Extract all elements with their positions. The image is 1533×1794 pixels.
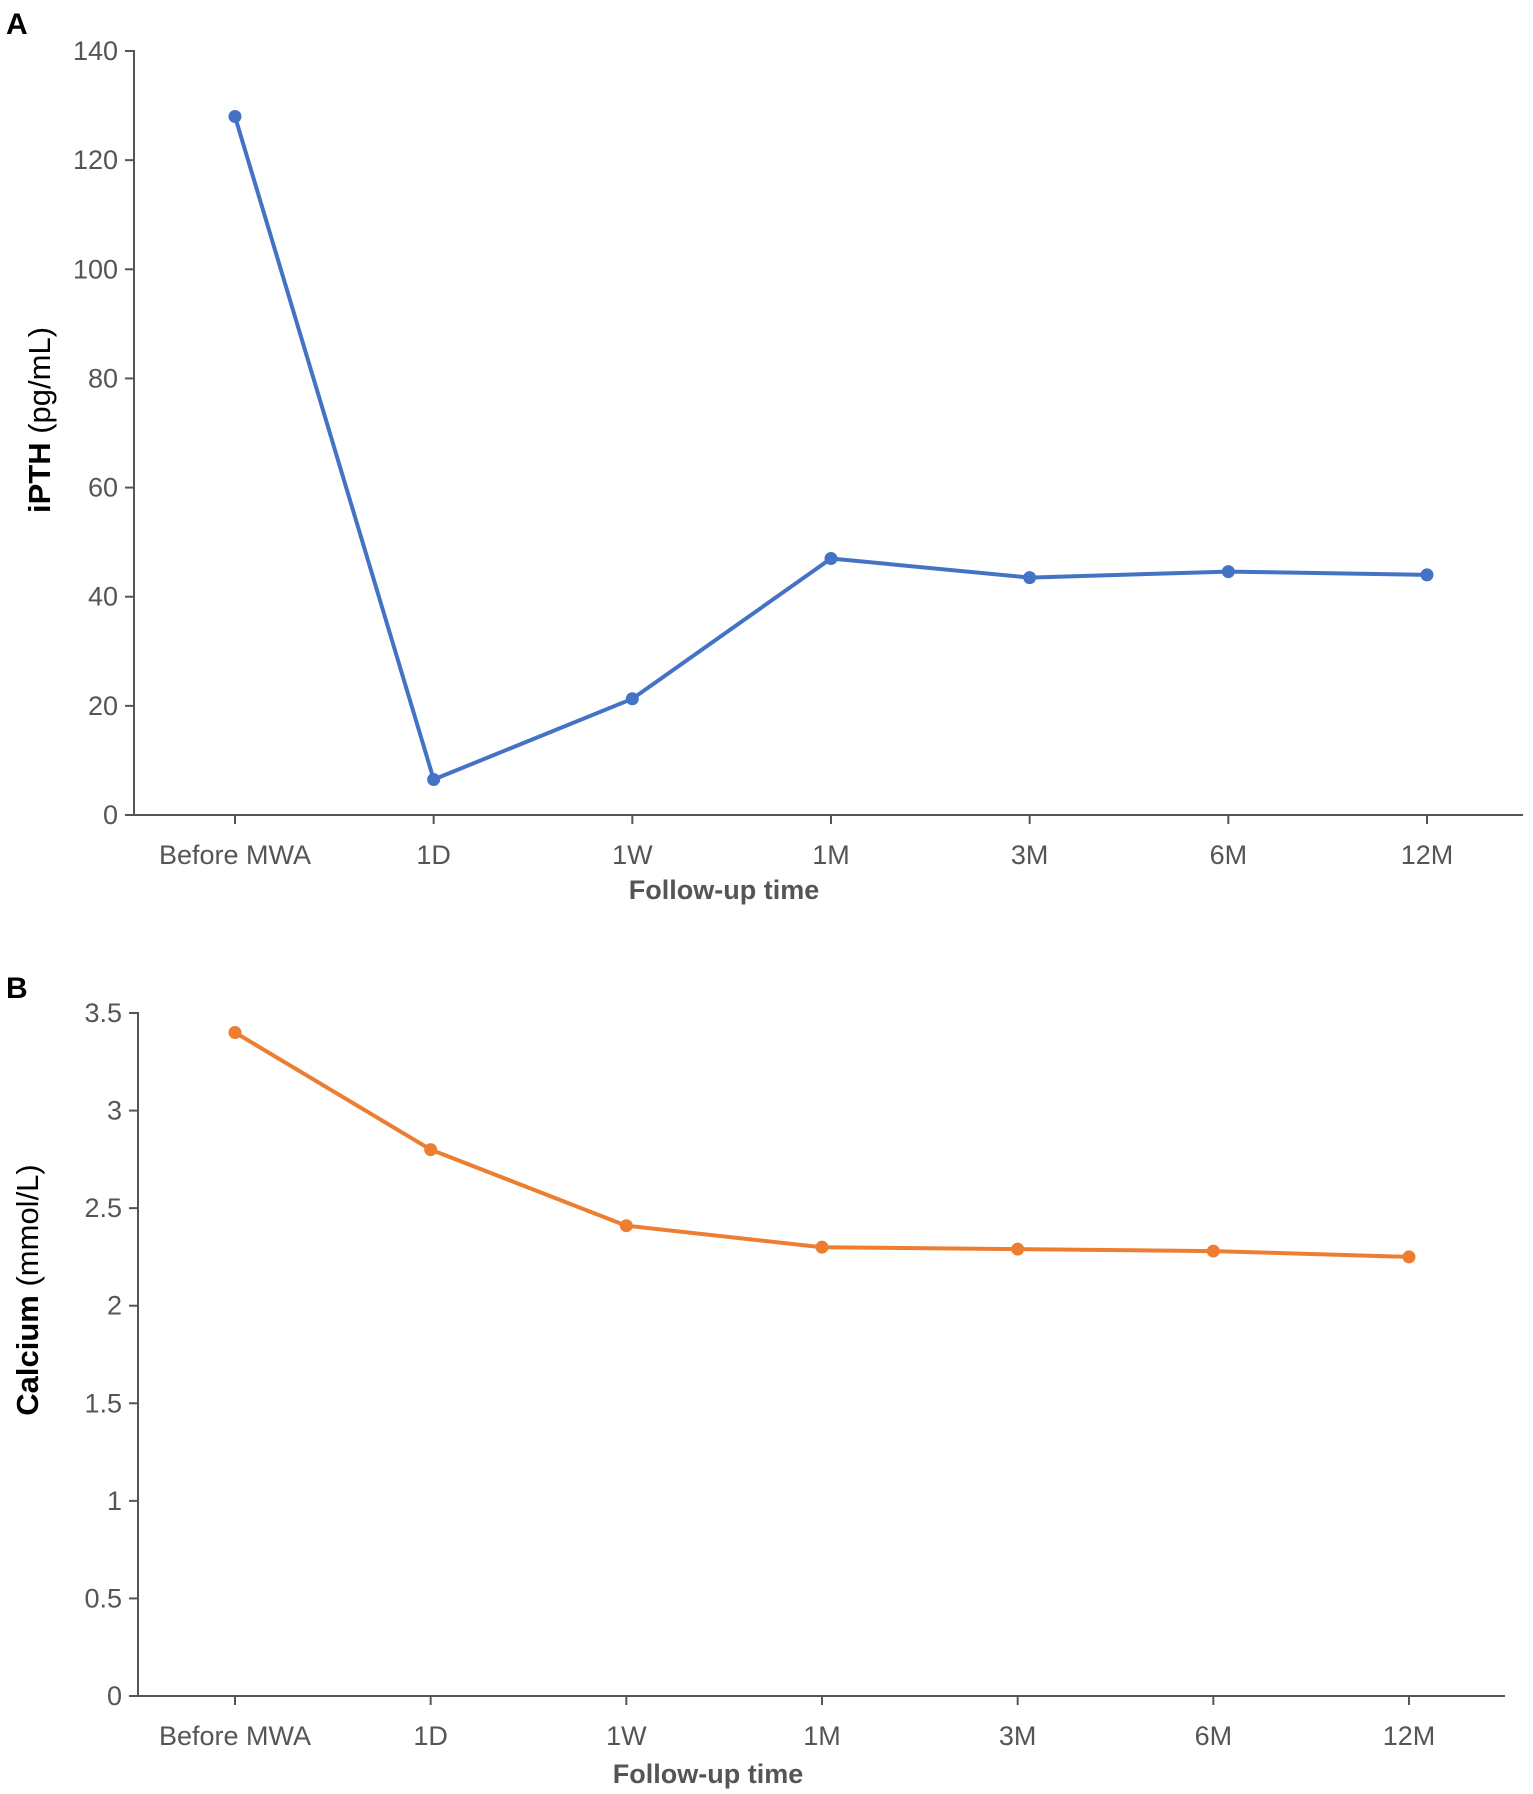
panel-a-data-point [824,552,838,566]
panel-b-data-point [619,1219,633,1233]
panel-a-data-point [1023,571,1037,585]
panel-b-x-tick-label: 1W [606,1721,647,1751]
panel-b-data-point [815,1240,829,1254]
panel-a-y-tick-label: 40 [88,582,118,612]
panel-b-y-tick-label: 2.5 [84,1193,122,1223]
panel-a-x-tick-label: 6M [1210,840,1248,870]
panel-b-y-tick-label: 1.5 [84,1388,122,1418]
panel-b-x-tick-label: 6M [1195,1721,1233,1751]
panel-b-data-point [1402,1250,1416,1264]
panel-b-x-tick-label: 12M [1383,1721,1436,1751]
panel-b-y-tick-label: 3 [107,1096,122,1126]
panel-a-data-point [1420,568,1434,582]
panel-a-y-tick-label: 20 [88,691,118,721]
panel-a-x-tick-label: 1W [612,840,653,870]
panel-a-plot: 0 20 40 60 80 100 120 140 Before MWA 1D 1W 1M 3M 6M 12… [73,36,1523,870]
panel-a-data-point [1221,565,1235,579]
panel-b-y-tick-label: 2 [107,1291,122,1321]
panel-a-y-tick-label: 0 [103,800,118,830]
panel-a-y-tick-label: 140 [73,36,118,66]
panel-a: A iPTH (pg/mL) Follow-up time 0 20 40 60 80 1… [6,8,1523,905]
panel-b-x-tick-label: Before MWA [159,1721,311,1751]
panel-b-data-point [1206,1244,1220,1258]
panel-a-y-tick-label: 60 [88,473,118,503]
panel-a-series-line [233,115,1428,782]
panel-a-data-point [228,109,242,123]
panel-b-y-tick-label: 0 [107,1681,122,1711]
panel-b-x-tick-label: 1D [413,1721,448,1751]
panel-b: B Calcium (mmol/L) Follow-up time 0 0.5 1 1… [6,972,1505,1789]
panel-b-y-tick-label: 3.5 [84,998,122,1028]
panel-a-y-tick-label: 80 [88,363,118,393]
panel-a-y-axis-title-bold: iPTH [22,442,57,513]
panel-a-label: A [6,8,28,41]
panel-a-x-tick-label: 1D [416,840,451,870]
panel-b-y-tick-label: 0.5 [84,1583,122,1613]
panel-b-data-point [424,1143,438,1157]
panel-a-x-axis-title: Follow-up time [629,875,819,905]
panel-a-x-tick-label: Before MWA [159,840,311,870]
panel-a-y-axis-title-unit: (pg/mL) [22,327,57,442]
panel-b-label: B [6,972,28,1005]
panel-b-y-axis-title-unit: (mmol/L) [10,1164,45,1295]
panel-a-data-point [427,773,441,787]
panel-b-y-tick-label: 1 [107,1486,122,1516]
panel-b-y-axis-title-bold: Calcium [10,1295,45,1416]
panel-a-data-point [625,692,639,706]
panel-a-y-axis-title: iPTH (pg/mL) [22,327,57,513]
panel-b-data-point [228,1026,242,1040]
panel-b-data-point [1011,1242,1025,1256]
panel-a-x-tick-label: 3M [1011,840,1049,870]
panel-a-x-tick-label: 1M [812,840,850,870]
panel-a-y-tick-label: 100 [73,254,118,284]
panel-a-y-tick-label: 120 [73,145,118,175]
panel-b-plot: 0 0.5 1 1.5 2 2.5 3 3.5 Before MWA 1D 1W 1M 3M 6M 12M [84,998,1505,1751]
panel-b-x-tick-label: 3M [999,1721,1037,1751]
panel-b-y-axis-title: Calcium (mmol/L) [10,1164,45,1416]
panel-a-x-tick-label: 12M [1401,840,1454,870]
panel-b-series-line [233,1030,1410,1259]
panel-b-x-axis-title: Follow-up time [613,1759,803,1789]
panel-b-x-tick-label: 1M [803,1721,841,1751]
